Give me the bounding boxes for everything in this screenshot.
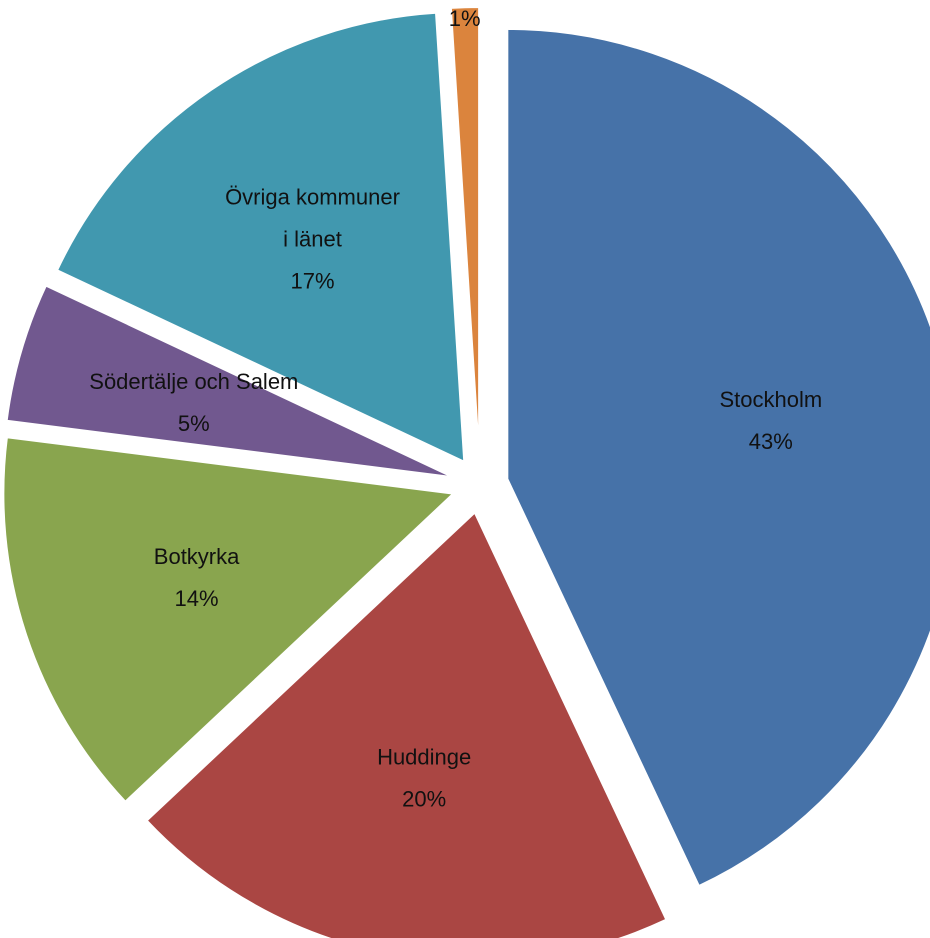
slice-percent-label: 43% (749, 429, 793, 454)
pie-slice-botkyrka (2, 436, 456, 804)
slice-labels: Stockholm 43% Huddinge 20% Botkyrka 14% Södert… (89, 6, 822, 812)
pie-slice-utanför-länet (449, 6, 481, 458)
slice-label-övriga-kommuner-i-länet: Övriga kommuner i länet 17% (225, 185, 400, 294)
slice-label-huddinge: Huddinge 20% (377, 745, 471, 812)
slice-category-label: Botkyrka (154, 544, 240, 569)
pie-slices (2, 6, 930, 938)
slice-category-label: Huddinge (377, 745, 471, 770)
pie-slice-övriga-kommuner-i-länet (55, 11, 466, 464)
slice-category-label: Stockholm (719, 387, 822, 412)
slice-category-label: i länet (283, 227, 342, 252)
pie-slice-huddinge (145, 510, 668, 938)
slice-category-label: Södertälje och Salem (89, 369, 298, 394)
slice-percent-label: 1% (449, 6, 481, 31)
slice-label-södertälje-och-salem: Södertälje och Salem 5% (89, 369, 298, 436)
slice-percent-label: 14% (175, 586, 219, 611)
pie-slice-södertälje-och-salem (5, 284, 454, 479)
pie-slice-stockholm (506, 27, 930, 888)
slice-percent-label: 20% (402, 787, 446, 812)
slice-percent-label: 5% (178, 411, 210, 436)
slice-label-stockholm: Stockholm 43% (719, 387, 822, 454)
slice-percent-label: 17% (290, 269, 334, 294)
slice-label-botkyrka: Botkyrka 14% (154, 544, 240, 611)
slice-category-label: Övriga kommuner (225, 185, 400, 210)
